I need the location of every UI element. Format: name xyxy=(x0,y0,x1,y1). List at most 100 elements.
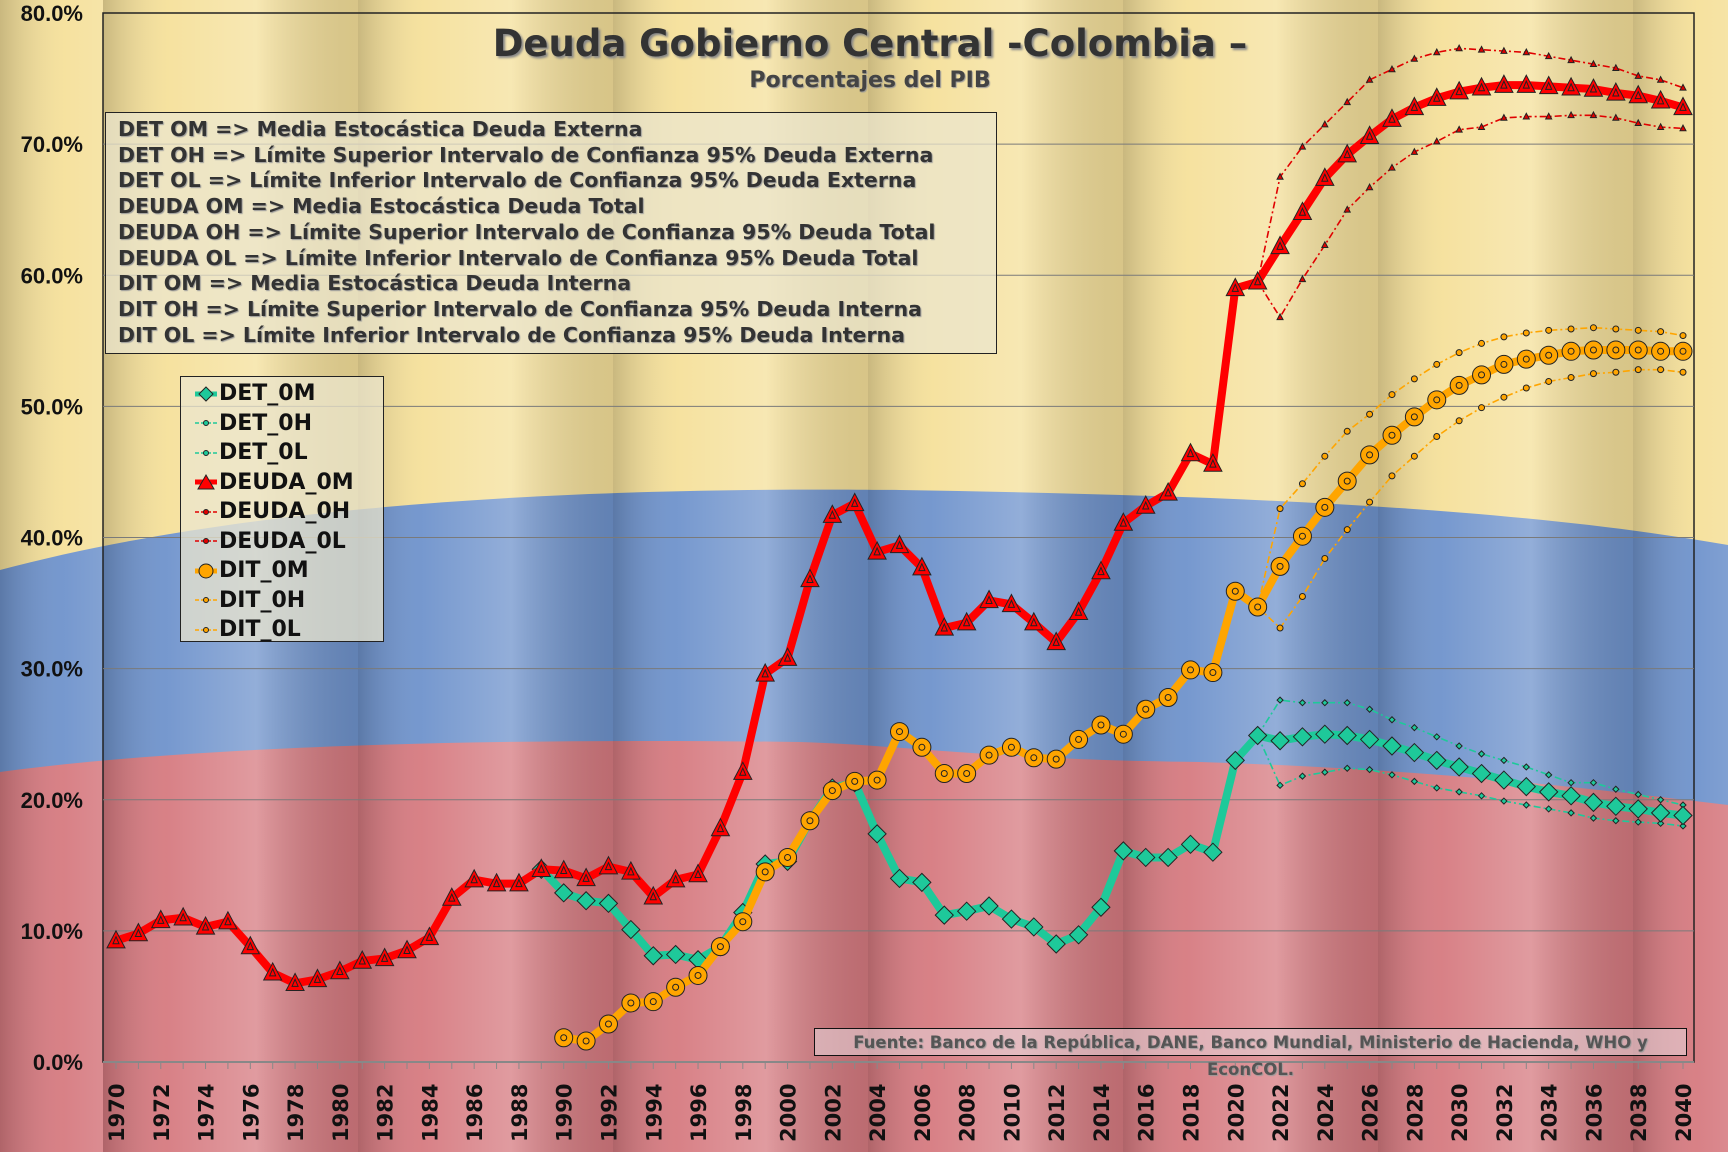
diamond-marker xyxy=(1225,750,1245,771)
triangle-marker xyxy=(1455,44,1463,52)
diamond-marker xyxy=(1455,742,1463,750)
circle-marker xyxy=(1657,366,1665,374)
triangle-marker xyxy=(1567,110,1575,119)
triangle-marker-inner xyxy=(1074,606,1083,616)
triangle-marker-inner xyxy=(537,863,546,873)
circle-marker xyxy=(1628,340,1648,360)
circle-marker xyxy=(576,1031,596,1051)
circle-marker-inner xyxy=(582,1037,590,1045)
triangle-marker-inner xyxy=(694,869,702,878)
diamond-marker xyxy=(1679,822,1687,830)
diamond-marker xyxy=(1365,765,1374,774)
circle-marker xyxy=(1567,374,1575,382)
triangle-marker xyxy=(1656,75,1665,83)
definition-item: DET OM => Media Estocástica Deuda Extern… xyxy=(118,117,643,141)
circle-marker xyxy=(1203,663,1223,683)
legend-item: DEUDA_0H xyxy=(195,497,383,527)
x-tick-label: 1998 xyxy=(732,1084,756,1142)
triangle-marker-inner xyxy=(1321,172,1329,182)
legend-item: DET_0L xyxy=(195,438,383,468)
triangle-marker-inner xyxy=(604,861,613,871)
x-tick-label: 2010 xyxy=(1000,1084,1024,1142)
diamond-marker xyxy=(867,824,887,844)
circle-marker xyxy=(1276,505,1284,513)
circle-marker xyxy=(1382,425,1402,445)
diamond-marker xyxy=(1298,699,1307,707)
triangle-marker-inner xyxy=(559,865,568,875)
y-tick-label: 0.0% xyxy=(33,1050,83,1075)
circle-marker xyxy=(1024,748,1044,768)
circle-marker-inner xyxy=(985,751,993,759)
triangle-marker xyxy=(1113,512,1134,531)
diamond-marker xyxy=(1410,723,1419,732)
diamond-marker xyxy=(1247,725,1268,746)
circle-marker xyxy=(1583,340,1603,360)
triangle-marker-inner xyxy=(492,878,501,888)
circle-marker xyxy=(1494,354,1514,374)
diamond-marker xyxy=(1427,750,1447,771)
triangle-marker xyxy=(240,935,261,955)
circle-marker xyxy=(957,764,977,784)
triangle-marker xyxy=(1276,312,1284,321)
diamond-marker xyxy=(1500,797,1508,805)
triangle-marker xyxy=(307,968,328,988)
x-tick-label: 2028 xyxy=(1403,1084,1427,1142)
x-tick-label: 2014 xyxy=(1090,1084,1114,1142)
x-tick-label: 2004 xyxy=(866,1084,890,1142)
diamond-marker xyxy=(1321,699,1329,707)
triangle-marker-inner xyxy=(1634,90,1642,100)
triangle-marker-inner xyxy=(716,823,725,833)
series-line xyxy=(1256,114,1684,319)
triangle-marker xyxy=(1343,205,1352,213)
circle-marker xyxy=(890,722,909,742)
circle-marker-inner xyxy=(1433,396,1441,404)
circle-marker xyxy=(1158,687,1178,707)
circle-marker xyxy=(1478,339,1486,347)
legend-item: DIT_0M xyxy=(195,556,383,586)
circle-marker xyxy=(1292,526,1312,546)
circle-marker xyxy=(1472,365,1492,385)
diamond-marker xyxy=(1567,809,1575,817)
circle-marker xyxy=(1410,375,1418,383)
diamond-marker xyxy=(1656,796,1665,804)
diamond-marker xyxy=(1538,782,1559,802)
legend-item: DIT_0H xyxy=(195,586,383,616)
circle-marker xyxy=(800,811,820,831)
triangle-marker xyxy=(1471,76,1492,96)
triangle-marker xyxy=(1567,55,1575,64)
diamond-legend-icon xyxy=(195,449,217,456)
circle-marker-inner xyxy=(739,918,747,926)
legend-label: DET_0H xyxy=(219,410,313,436)
diamond-marker xyxy=(1516,776,1537,797)
x-tick-label: 1974 xyxy=(195,1084,219,1142)
circle-marker xyxy=(867,770,887,790)
triangle-marker xyxy=(1477,45,1486,53)
legend-item: DEUDA_0L xyxy=(195,527,383,557)
circle-marker xyxy=(710,937,730,957)
legend-label: DEUDA_0L xyxy=(219,528,346,554)
triangle-marker xyxy=(1589,59,1598,68)
diamond-marker xyxy=(979,896,999,916)
legend-item: DET_0H xyxy=(195,409,383,439)
diamond-legend-icon xyxy=(195,386,217,402)
legend: DET_0M DET_0H DET_0L DEUDA_0M DEUDA_0H DEUDA_… xyxy=(180,376,384,642)
triangle-marker xyxy=(1292,201,1313,221)
circle-marker xyxy=(1069,729,1089,749)
triangle-marker-inner xyxy=(1007,599,1016,608)
triangle-marker xyxy=(441,887,462,906)
triangle-marker xyxy=(979,589,999,609)
triangle-marker xyxy=(889,534,910,554)
triangle-marker xyxy=(1321,240,1329,248)
diamond-marker xyxy=(1589,814,1598,822)
circle-marker xyxy=(1455,417,1463,425)
circle-marker-inner xyxy=(1366,451,1374,459)
triangle-marker xyxy=(1404,96,1425,116)
triangle-marker-inner xyxy=(291,978,299,987)
triangle-marker xyxy=(1634,71,1643,79)
legend-label: DIT_0L xyxy=(219,617,301,643)
circle-marker xyxy=(1516,349,1536,369)
triangle-marker xyxy=(1432,137,1441,145)
circle-marker xyxy=(1657,328,1665,336)
triangle-marker-inner xyxy=(1209,458,1217,468)
y-tick-label: 70.0% xyxy=(21,132,83,157)
